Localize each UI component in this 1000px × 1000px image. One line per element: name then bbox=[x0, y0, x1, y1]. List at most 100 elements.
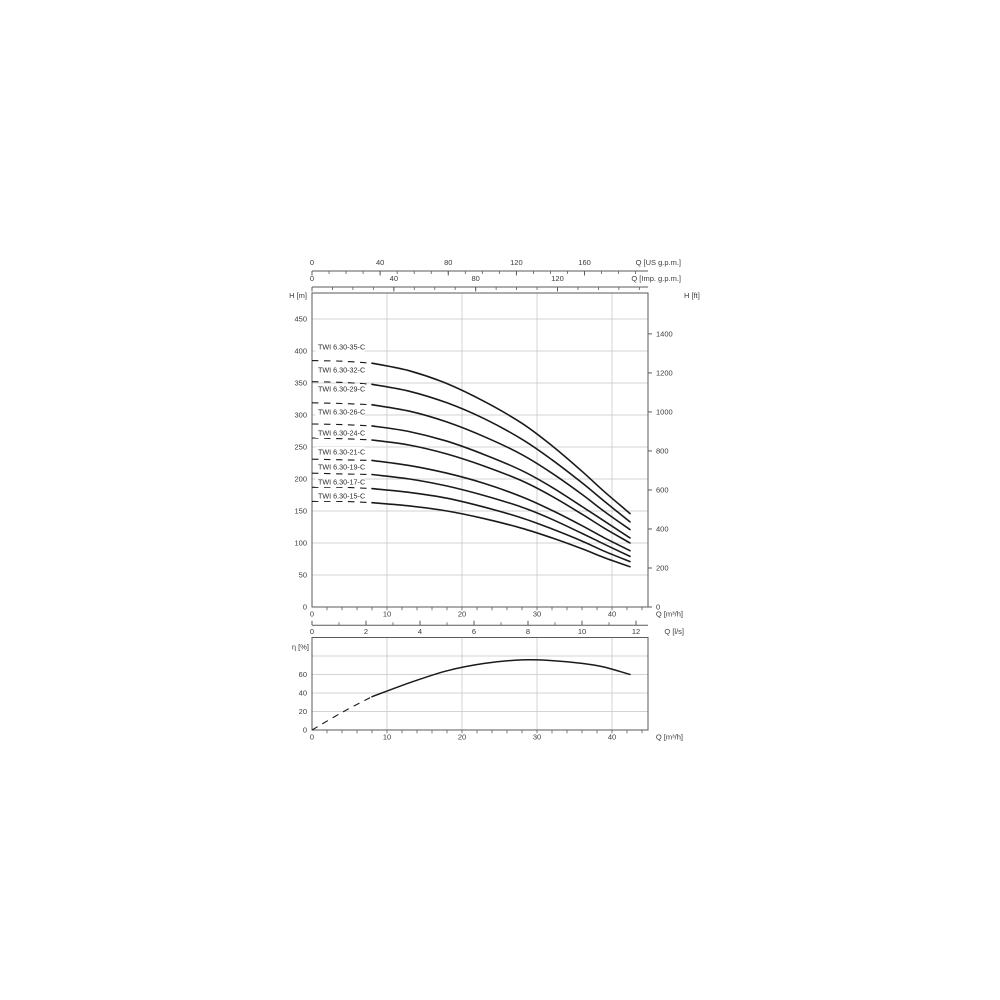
ls-tick-label: 12 bbox=[632, 627, 640, 636]
eta-tick-label: 0 bbox=[303, 726, 307, 735]
h-m-tick-label: 250 bbox=[294, 443, 307, 452]
head-chart-frame bbox=[311, 292, 649, 608]
pump-curve-label-bg bbox=[315, 428, 365, 438]
pump-curve-label-text: TWI 6.30-19-C bbox=[318, 463, 365, 472]
pump-curve-solid-segment bbox=[371, 501, 631, 568]
pump-curve-label-text: TWI 6.30-17-C bbox=[318, 478, 365, 487]
ls-axis-title: Q [l/s] bbox=[664, 627, 684, 636]
h-ft-tick-label: 800 bbox=[656, 447, 669, 456]
pump-curve-solid-segment bbox=[371, 362, 631, 515]
ls-tick-label: 0 bbox=[310, 627, 314, 636]
h-ft-tick-label: 600 bbox=[656, 486, 669, 495]
h-m-tick-label: 0 bbox=[303, 603, 307, 612]
imp-gpm-axis-tick-label: 80 bbox=[471, 274, 479, 283]
pump-curve-label-bg bbox=[315, 462, 365, 472]
h-ft-tick-label: 1200 bbox=[656, 369, 673, 378]
pump-curve-label-text: TWI 6.30-21-C bbox=[318, 448, 365, 457]
h-ft-tick-label: 400 bbox=[656, 525, 669, 534]
us-gpm-axis: 0 40 80 120 160 Q [US g.p.m.] bbox=[310, 258, 681, 276]
h-m-tick-label: 50 bbox=[299, 571, 307, 580]
eff-q-axis-title: Q [m³/h] bbox=[656, 733, 683, 742]
q-m3h-tick-label: 10 bbox=[383, 610, 391, 619]
pump-curve-label: TWI 6.30-21-C bbox=[315, 447, 365, 457]
h-m-tick-label: 150 bbox=[294, 507, 307, 516]
imp-gpm-axis: 0 40 80 120 Q [Imp. g.p.m.] bbox=[310, 274, 681, 292]
us-gpm-axis-tick-label: 120 bbox=[510, 258, 523, 267]
pump-curve-label: TWI 6.30-15-C bbox=[315, 491, 365, 501]
pump-curve-dashed-segment bbox=[311, 472, 373, 476]
eff-q-tick-label: 20 bbox=[458, 733, 466, 742]
imp-gpm-axis-tick-label: 120 bbox=[551, 274, 564, 283]
eff-q-tick-label: 40 bbox=[608, 733, 616, 742]
us-gpm-axis-tick-label: 40 bbox=[376, 258, 384, 267]
h-m-tick-label: 400 bbox=[294, 347, 307, 356]
pump-curve-dashed-segment bbox=[311, 402, 373, 406]
pump-curve-dashed-segment bbox=[311, 458, 373, 461]
efficiency-curve-dashed-segment bbox=[311, 696, 373, 731]
imp-gpm-axis-unit-label: Q [Imp. g.p.m.] bbox=[631, 274, 681, 283]
pump-curve-dashed-segment bbox=[311, 486, 373, 490]
q-m3h-tick-label: 30 bbox=[533, 610, 541, 619]
pump-curve-label: TWI 6.30-24-C bbox=[315, 428, 365, 438]
ls-tick-label: 10 bbox=[578, 627, 586, 636]
eff-q-tick-label: 10 bbox=[383, 733, 391, 742]
h-ft-tick-label: 200 bbox=[656, 564, 669, 573]
pump-curve-solid-segment bbox=[371, 487, 631, 563]
pump-curve-label: TWI 6.30-29-C bbox=[315, 384, 365, 394]
eta-tick-label: 40 bbox=[299, 689, 307, 698]
pump-curve-dashed-segment bbox=[311, 500, 373, 504]
pump-curve-dashed-segment bbox=[311, 360, 373, 364]
ls-tick-label: 8 bbox=[526, 627, 530, 636]
pump-curve-label-bg bbox=[315, 407, 365, 417]
us-gpm-axis-unit-label: Q [US g.p.m.] bbox=[636, 258, 681, 267]
pump-curve-label-text: TWI 6.30-24-C bbox=[318, 429, 365, 438]
pump-curve-label: TWI 6.30-19-C bbox=[315, 462, 365, 472]
ls-axis: 0 2 4 6 8 10 12 Q [l/s] bbox=[310, 620, 684, 636]
h-ft-tick-label: 1400 bbox=[656, 330, 673, 339]
q-m3h-tick-label: 0 bbox=[310, 610, 314, 619]
h-ft-tick-label: 1000 bbox=[656, 408, 673, 417]
eff-q-tick-label: 0 bbox=[310, 733, 314, 742]
pump-curve-label: TWI 6.30-35-C bbox=[315, 342, 365, 352]
pump-curve-label-bg bbox=[315, 342, 365, 352]
pump-curve-label-bg bbox=[315, 447, 365, 457]
pump-curve-solid-segment bbox=[371, 439, 631, 544]
pump-curve-label: TWI 6.30-32-C bbox=[315, 365, 365, 375]
pump-curve-label: TWI 6.30-26-C bbox=[315, 407, 365, 417]
h-m-tick-label: 350 bbox=[294, 379, 307, 388]
efficiency-curve-solid-segment bbox=[371, 658, 631, 698]
pump-curve-solid-segment bbox=[371, 404, 631, 531]
eta-tick-label: 60 bbox=[299, 670, 307, 679]
pump-curve-label-bg bbox=[315, 477, 365, 487]
h-m-tick-label: 450 bbox=[294, 315, 307, 324]
q-m3h-tick-label: 40 bbox=[608, 610, 616, 619]
pump-curve-label: TWI 6.30-17-C bbox=[315, 477, 365, 487]
pump-curve-dashed-segment bbox=[311, 437, 373, 441]
h-m-axis-title: H [m] bbox=[289, 291, 307, 300]
us-gpm-axis-tick-label: 160 bbox=[578, 258, 591, 267]
efficiency-chart: 0 20 40 60 0 10 20 30 40 η [%] Q [m³/h] bbox=[292, 637, 683, 742]
ls-tick-label: 6 bbox=[472, 627, 476, 636]
eta-axis-title: η [%] bbox=[292, 643, 309, 652]
pump-curve-label-text: TWI 6.30-29-C bbox=[318, 385, 365, 394]
pump-curve-label-text: TWI 6.30-35-C bbox=[318, 343, 365, 352]
q-m3h-tick-label: 20 bbox=[458, 610, 466, 619]
us-gpm-axis-tick-label: 80 bbox=[444, 258, 452, 267]
ls-tick-label: 4 bbox=[418, 627, 422, 636]
pump-curve-label-text: TWI 6.30-15-C bbox=[318, 492, 365, 501]
pump-curve-label-text: TWI 6.30-32-C bbox=[318, 366, 365, 375]
pump-curve-label-text: TWI 6.30-26-C bbox=[318, 408, 365, 417]
h-m-tick-label: 100 bbox=[294, 539, 307, 548]
h-ft-axis-title: H [ft] bbox=[684, 291, 700, 300]
h-ft-tick-label: 0 bbox=[656, 603, 660, 612]
imp-gpm-axis-tick-label: 40 bbox=[390, 274, 398, 283]
eta-tick-label: 20 bbox=[299, 707, 307, 716]
imp-gpm-axis-tick-label: 0 bbox=[310, 274, 314, 283]
us-gpm-axis-tick-label: 0 bbox=[310, 258, 314, 267]
pump-curve-label-bg bbox=[315, 491, 365, 501]
pump-curve-solid-segment bbox=[371, 459, 631, 552]
efficiency-chart-frame bbox=[311, 637, 649, 731]
